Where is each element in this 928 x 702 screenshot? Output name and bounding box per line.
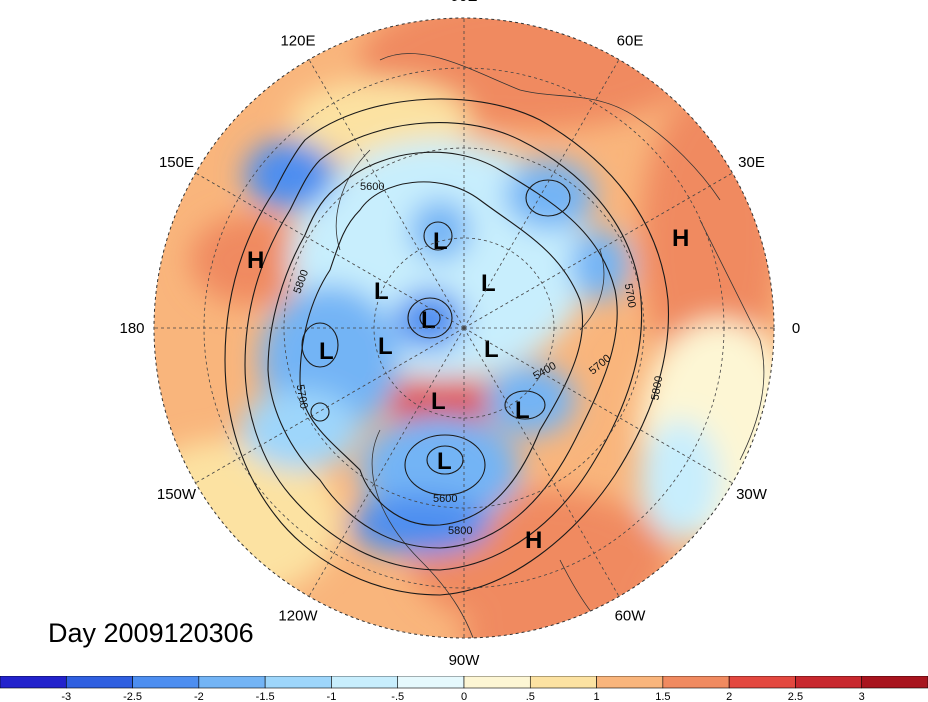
longitude-label: 60W: [615, 608, 647, 625]
longitude-label: 120W: [278, 608, 318, 625]
meridian-line: [463, 172, 733, 329]
height-contours: [224, 98, 670, 596]
contour-label: 5700: [622, 283, 638, 309]
colorbar-swatch: [397, 676, 465, 689]
meridian-line: [195, 327, 465, 484]
contour-label: 5800: [649, 375, 665, 401]
meridian-line: [463, 327, 620, 597]
colorbar-tick-label: -.5: [391, 691, 404, 702]
colorbar-tick-label: 0: [461, 691, 467, 702]
colorbar-tick-label: -2.5: [123, 691, 142, 702]
meridian-line: [308, 327, 465, 597]
high-pressure-marker: H: [525, 527, 542, 554]
contour-label: 5600: [433, 493, 457, 505]
pressure-system-markers: H H H L L L L L L L L L L: [247, 225, 689, 554]
meridian-line: [195, 172, 465, 329]
low-pressure-marker: L: [433, 228, 448, 255]
low-pressure-marker: L: [515, 397, 530, 424]
longitude-label: 180: [119, 320, 144, 337]
colorbar: -3 -2.5 -2 -1.5 -1 -.5 0 .5 1 1.5 2 2.5 3: [0, 676, 928, 702]
low-pressure-marker: L: [431, 388, 446, 415]
colorbar-swatch: [0, 676, 67, 689]
colorbar-swatch: [662, 676, 730, 689]
colorbar-tick-label: -3: [61, 691, 71, 702]
low-pressure-marker: L: [484, 336, 499, 363]
date-label: Day 2009120306: [48, 618, 254, 648]
polar-stereographic-map: 5600 5800 5700 5700 5400 5700 5800 5600 …: [119, 0, 800, 669]
colorbar-tick-label: 2: [726, 691, 732, 702]
colorbar-swatch: [861, 676, 928, 689]
colorbar-swatch: [264, 676, 332, 689]
longitude-label: 60E: [617, 32, 644, 49]
longitude-label: 30W: [736, 486, 768, 503]
colorbar-swatch: [596, 676, 664, 689]
longitude-label: 30E: [738, 154, 765, 171]
colorbar-tick-label: .5: [526, 691, 535, 702]
colorbar-tick-label: 2.5: [788, 691, 803, 702]
coastlines: [335, 53, 765, 638]
contour-labels: 5600 5800 5700 5700 5400 5700 5800 5600 …: [292, 181, 666, 537]
colorbar-tick-label: 1: [594, 691, 600, 702]
longitude-label: 150W: [157, 486, 197, 503]
longitude-label: 90W: [449, 652, 481, 669]
meridian-line: [463, 59, 620, 329]
longitude-label: 120E: [280, 32, 315, 49]
low-pressure-marker: L: [319, 338, 334, 365]
low-pressure-marker: L: [437, 448, 452, 475]
meridian-line: [463, 327, 733, 484]
longitude-label: 0: [792, 320, 800, 337]
low-pressure-marker: L: [481, 270, 496, 297]
colorbar-swatch: [463, 676, 531, 689]
contour-label: 5600: [360, 181, 384, 193]
colorbar-tick-label: -1: [327, 691, 337, 702]
map-boundary: [153, 17, 775, 639]
colorbar-tick-label: -1.5: [256, 691, 275, 702]
low-pressure-marker: L: [378, 333, 393, 360]
colorbar-swatch: [198, 676, 266, 689]
colorbar-swatch: [529, 676, 597, 689]
colorbar-tick-label: -2: [194, 691, 204, 702]
longitude-labels: 90E 60E 30E 0 30W 60W 90W 120W 150W 180 150E 120E: [119, 0, 800, 669]
graticule: [154, 18, 774, 638]
colorbar-swatch: [795, 676, 863, 689]
low-pressure-marker: L: [421, 307, 436, 334]
meridian-line: [308, 59, 465, 329]
contour-label: 5800: [448, 525, 472, 537]
colorbar-swatch: [728, 676, 796, 689]
high-pressure-marker: H: [247, 247, 264, 274]
colorbar-tick-label: 3: [859, 691, 865, 702]
contour-label: 5700: [294, 384, 310, 410]
colorbar-swatch: [65, 676, 133, 689]
colorbar-tick-label: 1.5: [655, 691, 670, 702]
colorbar-swatch: [132, 676, 200, 689]
anomaly-field: [154, 18, 774, 638]
longitude-label: 150E: [159, 154, 194, 171]
colorbar-swatch: [331, 676, 399, 689]
high-pressure-marker: H: [672, 225, 689, 252]
longitude-label: 90E: [451, 0, 478, 5]
